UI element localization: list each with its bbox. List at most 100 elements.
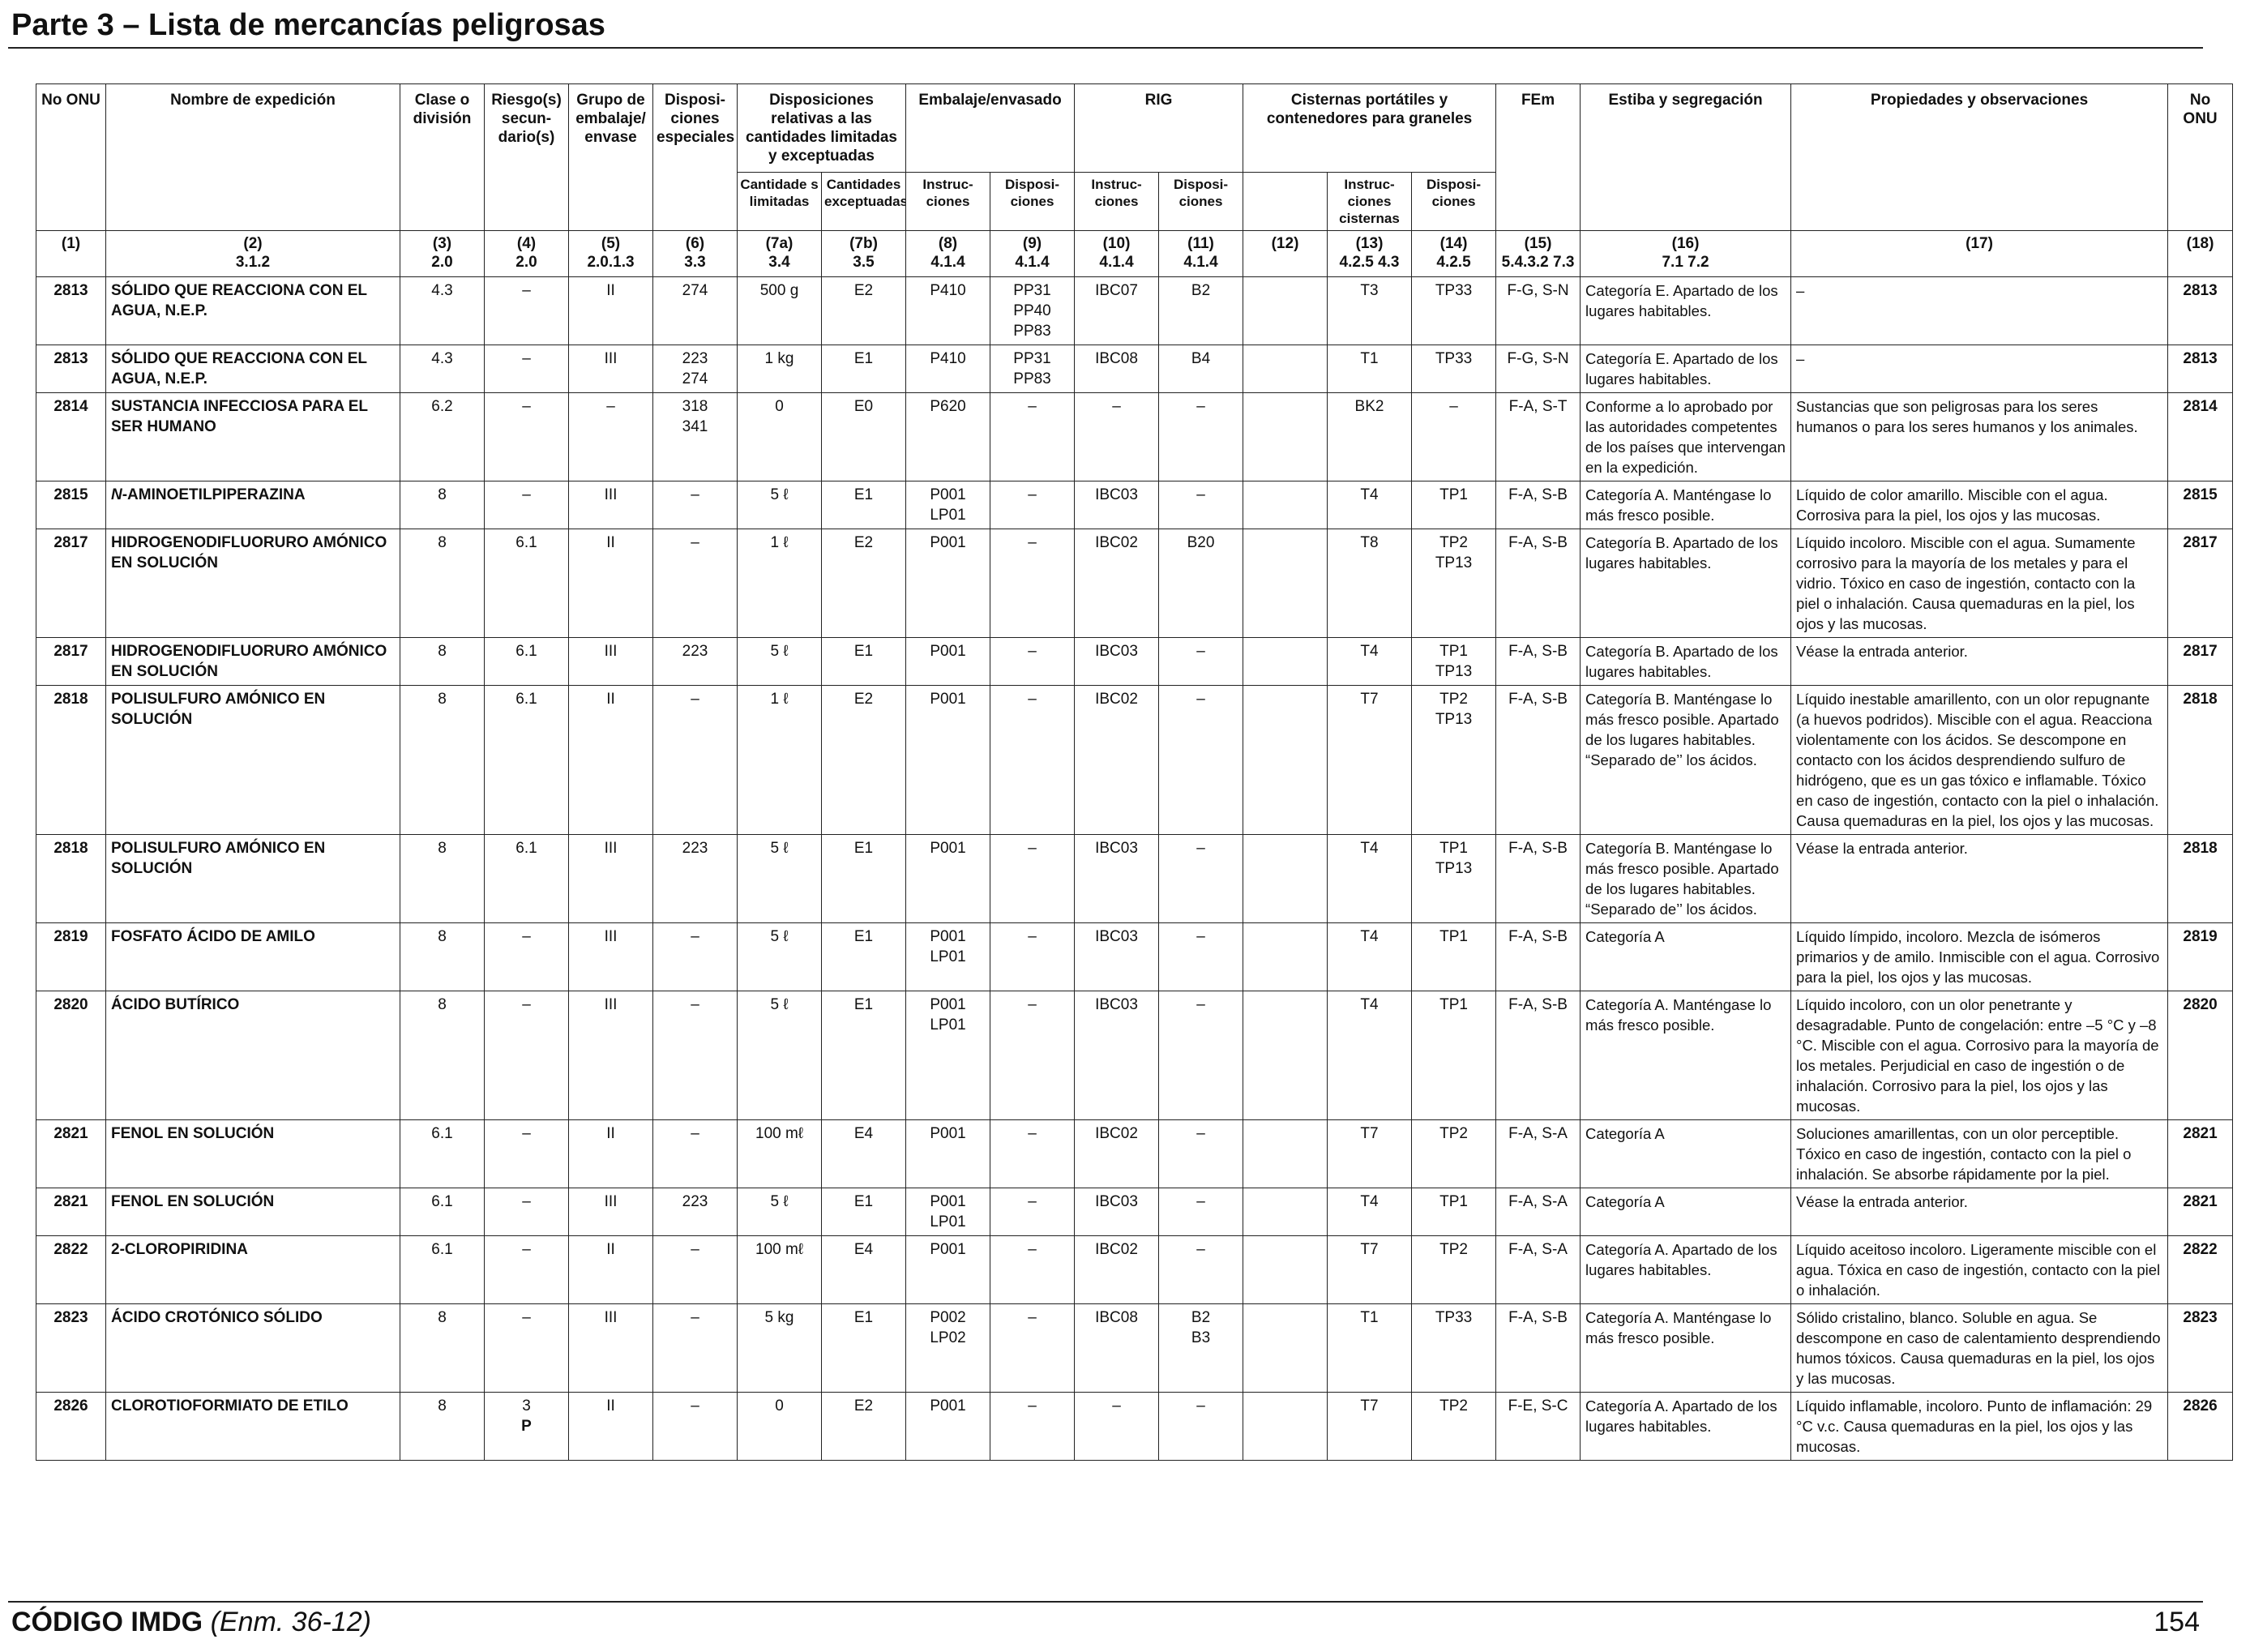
column-12-cell (1243, 392, 1328, 481)
packing-instruction-cell: P001 (905, 685, 991, 835)
column-number-cell: (16) 7.1 7.2 (1580, 230, 1792, 277)
ibc-provision-cell: – (1158, 685, 1244, 835)
un-number-cell: 2817 (36, 637, 106, 686)
class-cell: 6.1 (400, 1235, 485, 1304)
subsidiary-risk-cell: – (484, 1235, 569, 1304)
un-number-cell: 2826 (36, 1392, 106, 1461)
packing-group-cell: III (568, 1303, 653, 1393)
packing-provision-cell: – (990, 1119, 1076, 1188)
table-body: 2813 SÓLIDO QUE REACCIONA CON EL AGUA, N.… (36, 276, 2234, 1461)
column-number: (4) (516, 235, 537, 252)
packing-instruction-cell: P001 LP01 (905, 481, 991, 529)
column-reference: 3.1.2 (235, 254, 271, 271)
column-number: (15) (1524, 235, 1552, 252)
tank-instruction-cell: T4 (1327, 922, 1413, 991)
shipping-name-cell: SUSTANCIA INFECCIOSA PARA EL SER HUMANO (105, 392, 400, 481)
ibc-provision-cell: B2 B3 (1158, 1303, 1244, 1393)
packing-group-cell: III (568, 345, 653, 393)
packing-provision-cell: – (990, 685, 1076, 835)
table-row: 2814 SUSTANCIA INFECCIOSA PARA EL SER HUM… (36, 392, 2234, 481)
page-number: 154 (2154, 1607, 2200, 1637)
limited-quantity-cell: 5 ℓ (737, 834, 822, 923)
column-reference: 2.0.1.3 (587, 254, 635, 271)
packing-group-cell: II (568, 685, 653, 835)
tank-instruction-cell: T8 (1327, 529, 1413, 638)
un-number-right-cell: 2821 (2167, 1188, 2234, 1236)
tank-provision-cell: TP2 (1411, 1119, 1497, 1188)
ibc-provision-cell: – (1158, 922, 1244, 991)
header-limited-quantities: Cantidade s limitadas (737, 172, 822, 231)
tank-instruction-cell: T7 (1327, 1119, 1413, 1188)
limited-quantity-cell: 5 ℓ (737, 1188, 822, 1236)
un-number-cell: 2813 (36, 276, 106, 345)
column-number: (2) (243, 235, 263, 252)
ibc-instruction-cell: IBC02 (1074, 529, 1160, 638)
ibc-instruction-cell: IBC08 (1074, 345, 1160, 393)
packing-group-cell: III (568, 991, 653, 1120)
properties-cell: – (1790, 345, 2169, 393)
column-number-cell: (10) 4.1.4 (1074, 230, 1160, 277)
column-number: (16) (1671, 235, 1700, 252)
ibc-provision-cell: – (1158, 637, 1244, 686)
header-packing-provisions: Disposi- ciones (990, 172, 1076, 231)
header-properties: Propiedades y observaciones (1790, 83, 2169, 231)
un-number-cell: 2821 (36, 1188, 106, 1236)
un-number-right-cell: 2817 (2167, 529, 2234, 638)
column-number-cell: (11) 4.1.4 (1158, 230, 1244, 277)
properties-cell: Líquido incoloro. Miscible con el agua. … (1790, 529, 2169, 638)
un-number-cell: 2822 (36, 1235, 106, 1304)
ibc-provision-cell: B20 (1158, 529, 1244, 638)
header-un-no-right: No ONU (2167, 83, 2234, 231)
table-row: 2817 HIDROGENODIFLUORURO AMÓNICO EN SOLUC… (36, 529, 2234, 638)
shipping-name-cell: ÁCIDO CROTÓNICO SÓLIDO (105, 1303, 400, 1393)
properties-cell: Soluciones amarillentas, con un olor per… (1790, 1119, 2169, 1188)
limited-quantity-cell: 5 kg (737, 1303, 822, 1393)
ems-cell: F-G, S-N (1495, 276, 1581, 345)
column-number-cell: (18) (2167, 230, 2234, 277)
un-number-cell: 2813 (36, 345, 106, 393)
packing-provision-cell: – (990, 834, 1076, 923)
table-row: 2826 CLOROTIOFORMIATO DE ETILO 8 3 P II –0 E2 P0… (36, 1392, 2234, 1461)
table-row: 2813 SÓLIDO QUE REACCIONA CON EL AGUA, N.… (36, 345, 2234, 393)
tank-instruction-cell: T3 (1327, 276, 1413, 345)
footer-code-name: CÓDIGO IMDG (11, 1607, 203, 1637)
footer-amendment: (Enm. 36-12) (210, 1607, 371, 1637)
column-number-cell: (1) (36, 230, 106, 277)
packing-provision-cell: – (990, 392, 1076, 481)
footer-code: CÓDIGO IMDG (Enm. 36-12) (11, 1607, 371, 1638)
ibc-instruction-cell: IBC08 (1074, 1303, 1160, 1393)
ibc-instruction-cell: IBC03 (1074, 922, 1160, 991)
packing-instruction-cell: P001 (905, 1235, 991, 1304)
excepted-quantity-cell: E1 (820, 481, 907, 529)
stowage-cell: Categoría A. Manténgase lo más fresco po… (1580, 991, 1792, 1120)
shipping-name-cell: HIDROGENODIFLUORURO AMÓNICO EN SOLUCIÓN (105, 529, 400, 638)
un-number-cell: 2817 (36, 529, 106, 638)
header-packing-group: Grupo de embalaje/ envase (568, 83, 653, 231)
packing-group-cell: – (568, 392, 653, 481)
column-12-cell (1243, 1235, 1328, 1304)
ems-cell: F-A, S-B (1495, 834, 1581, 923)
column-12-cell (1243, 834, 1328, 923)
column-reference: 4.2.5 4.3 (1339, 254, 1400, 271)
class-cell: 4.3 (400, 276, 485, 345)
un-number-cell: 2818 (36, 685, 106, 835)
packing-group-cell: III (568, 481, 653, 529)
ibc-instruction-cell: IBC03 (1074, 1188, 1160, 1236)
limited-quantity-cell: 0 (737, 392, 822, 481)
tank-provision-cell: TP33 (1411, 345, 1497, 393)
class-cell: 6.2 (400, 392, 485, 481)
shipping-name-cell: FENOL EN SOLUCIÓN (105, 1188, 400, 1236)
special-provisions-cell: – (652, 1235, 738, 1304)
column-reference: 2.0 (515, 254, 537, 271)
footer-rule (8, 1601, 2203, 1603)
stowage-cell: Categoría A. Apartado de los lugares hab… (1580, 1235, 1792, 1304)
table-row: 2817 HIDROGENODIFLUORURO AMÓNICO EN SOLUC… (36, 637, 2234, 686)
tank-provision-cell: TP1 (1411, 1188, 1497, 1236)
ibc-provision-cell: B4 (1158, 345, 1244, 393)
tank-provision-cell: TP33 (1411, 276, 1497, 345)
header-class: Clase o división (400, 83, 485, 231)
special-provisions-cell: 274 (652, 276, 738, 345)
ibc-provision-cell: – (1158, 991, 1244, 1120)
un-number-cell: 2820 (36, 991, 106, 1120)
